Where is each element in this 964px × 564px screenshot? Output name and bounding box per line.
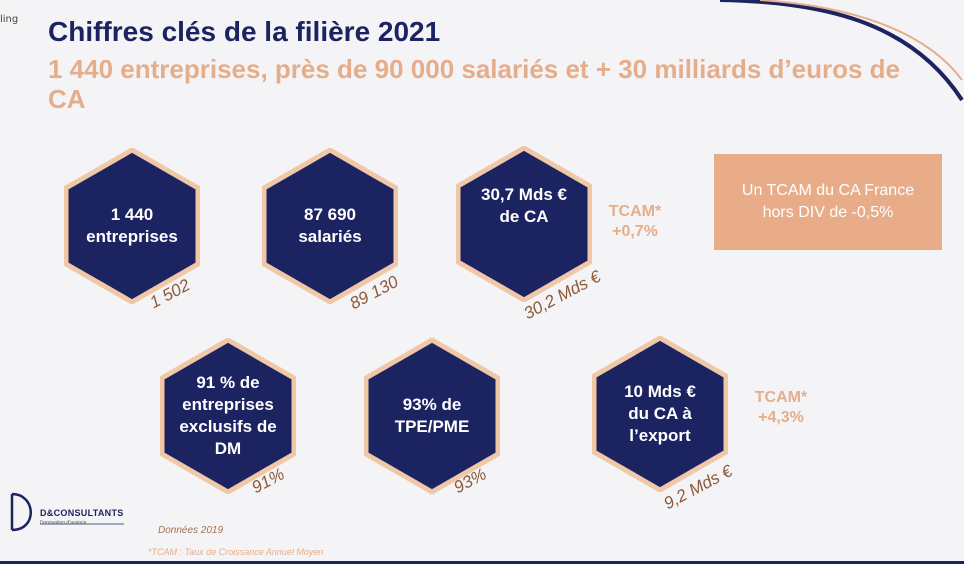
bottom-rule	[0, 561, 964, 564]
hexagon-entreprises: 1 440 entreprises	[64, 148, 200, 304]
corner-tag: ling	[0, 14, 19, 25]
hexagon-label: 30,7 Mds € de CA	[481, 185, 567, 226]
tcam-callout-box: Un TCAM du CA France hors DIV de -0,5%	[714, 154, 942, 250]
hexagon-label: 87 690 salariés	[298, 205, 362, 246]
dc-consultants-logo	[10, 492, 124, 532]
hexagon-label: 93% de TPE/PME	[394, 395, 470, 436]
tcam-export: TCAM* +4,3%	[754, 389, 808, 426]
hexagon-label: 10 Mds € du CA à l’export	[624, 382, 696, 445]
corner-arc-decoration	[719, 0, 964, 102]
hexagon-ca: 30,7 Mds € de CA	[456, 146, 592, 302]
hexagon-export: 10 Mds € du CA à l’export	[592, 336, 728, 492]
hexagon-label: 91 % de entreprises exclusifs de DM	[179, 373, 277, 458]
slide-title: Chiffres clés de la filière 2021	[48, 16, 441, 47]
hexagon-tpe-pme: 93% de TPE/PME	[364, 338, 500, 494]
hexagon-label: 1 440 entreprises	[86, 205, 178, 246]
data-source-note: Données 2019	[158, 525, 224, 536]
logo-name: D&CONSULTANTS	[40, 508, 124, 518]
tcam-footnote: *TCAM : Taux de Croissance Annuel Moyen	[148, 547, 324, 557]
tcam-ca: TCAM* +0,7%	[608, 203, 662, 240]
logo-tagline: l’innovation d’avance	[40, 520, 87, 526]
hexagon-salaries: 87 690 salariés	[262, 148, 398, 304]
slide-subtitle: 1 440 entreprises, près de 90 000 salari…	[48, 54, 900, 114]
hexagon-exclusifs-dm: 91 % de entreprises exclusifs de DM	[160, 338, 296, 494]
